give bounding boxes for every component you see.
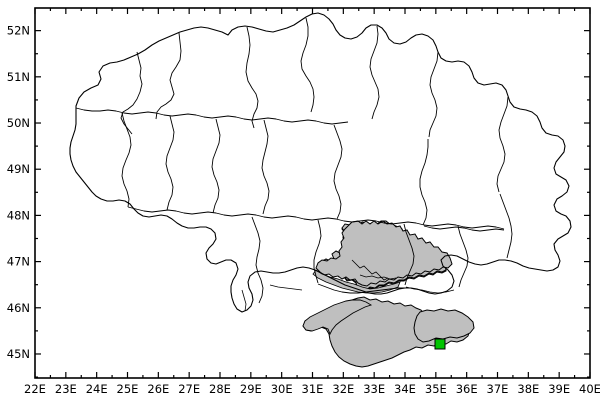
y-tick-label: 49N [7, 162, 30, 176]
x-tick-label: 37E [487, 382, 509, 396]
oblast-border-vinnytsia-cherkasy [261, 119, 270, 215]
x-tick-label: 27E [178, 382, 200, 396]
y-tick-label: 50N [7, 116, 30, 130]
oblast-border-mykolaiv-kherson [313, 219, 322, 284]
x-tick-label: 24E [86, 382, 108, 396]
oblast-border-khmelnytskyi-vinnytsia [211, 118, 221, 214]
y-tick-label: 51N [7, 70, 30, 84]
x-tick-label: 28E [209, 382, 231, 396]
oblast-border-zaporizhzhia-donetsk [457, 225, 469, 288]
coastline-sivash [359, 274, 397, 280]
ukraine-national-border [69, 12, 572, 313]
y-tick-label: 48N [7, 208, 30, 222]
oblast-border-north-belt-south [75, 107, 349, 125]
oblast-border-odesa-mykolaiv [251, 216, 264, 304]
x-tick-label: 38E [517, 382, 539, 396]
oblast-border-ternopil-khmelnytskyi [165, 115, 175, 211]
shaded-region-kerch [413, 308, 475, 343]
y-tick-label: 45N [7, 347, 30, 361]
y-tick-labels-group: 45N 46N 47N 48N 49N 50N 51N 52N [7, 24, 30, 361]
x-tick-label: 32E [332, 382, 354, 396]
oblast-border-zhytomyr-kyiv [245, 26, 259, 129]
x-tick-label: 39E [548, 382, 570, 396]
oblast-border-dnipro-zaporizhzhia [403, 223, 415, 286]
coastline-azov [405, 286, 455, 294]
oblast-border-sumy-kharkiv [428, 51, 439, 138]
x-tick-label: 29E [240, 382, 262, 396]
oblast-border-kyiv-chernihiv [300, 17, 315, 113]
oblast-border-rivne-zhytomyr [155, 32, 182, 120]
coastline-kinburn-spit [269, 284, 303, 291]
x-tick-label: 34E [394, 382, 416, 396]
coastline-detail-group [241, 259, 455, 312]
x-tick-label: 40E [579, 382, 600, 396]
axis-ticks-group [34, 8, 591, 378]
oblast-border-chernihiv-sumy [369, 25, 380, 120]
y-tick-label: 47N [7, 255, 30, 269]
coastline-dniester-liman [241, 289, 247, 312]
x-tick-label: 33E [363, 382, 385, 396]
shaded-regions-group [302, 220, 475, 368]
shaded-region-kherson-body [315, 220, 453, 287]
x-tick-label: 30E [271, 382, 293, 396]
x-tick-label: 35E [425, 382, 447, 396]
oblast-boundaries-group [75, 17, 513, 304]
oblast-border-cherkasy-poltava [333, 124, 343, 220]
oblast-border-lviv-ternopil [121, 112, 132, 208]
x-tick-label: 22E [24, 382, 46, 396]
x-tick-label: 31E [302, 382, 324, 396]
x-tick-label: 26E [147, 382, 169, 396]
oblast-border-kherson-crimea [317, 283, 406, 294]
shaded-region-crimea-west-arm [302, 299, 373, 336]
oblast-border-central-belt-south [127, 206, 505, 230]
oblast-border-kharkiv-luhansk [496, 96, 509, 193]
x-tick-labels-group: 22E 23E 24E 25E 26E 27E 28E 29E 30E 31E 32E 33E 34E 3… [24, 382, 600, 396]
coastline-dnipro-estuary [351, 259, 389, 281]
oblast-border-poltava-kharkiv [419, 139, 429, 226]
oblast-border-donetsk-luhansk [499, 193, 513, 259]
national-border-group [69, 12, 572, 313]
oblast-border-dnipro-kharkiv [423, 225, 505, 232]
x-tick-label: 23E [55, 382, 77, 396]
y-tick-label: 46N [7, 301, 30, 315]
x-tick-label: 36E [456, 382, 478, 396]
y-tick-label: 52N [7, 24, 30, 38]
site-location-marker[interactable] [434, 338, 446, 350]
oblast-border-volyn-rivne [120, 51, 143, 135]
x-tick-label: 25E [117, 382, 139, 396]
